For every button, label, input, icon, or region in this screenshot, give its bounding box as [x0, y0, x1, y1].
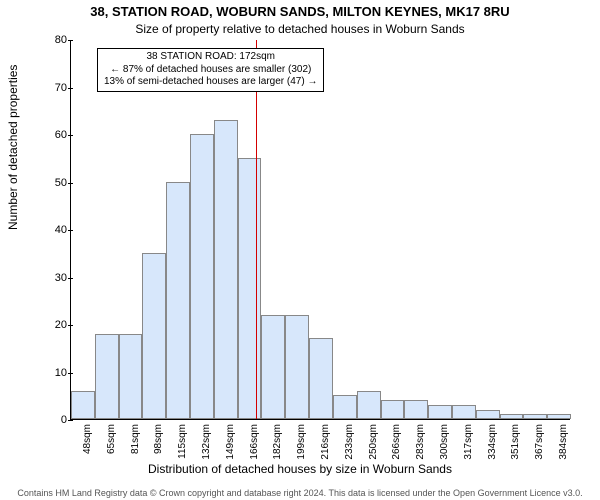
plot-area: [70, 40, 570, 420]
histogram-bar: [476, 410, 500, 420]
histogram-bar: [95, 334, 119, 420]
histogram-bar: [523, 414, 547, 419]
histogram-bar: [547, 414, 571, 419]
histogram-bar: [428, 405, 452, 419]
y-tick: 20: [37, 319, 67, 331]
histogram-bar: [142, 253, 166, 419]
histogram-bar: [285, 315, 309, 420]
histogram-bar: [214, 120, 238, 419]
x-axis-label: Distribution of detached houses by size …: [0, 462, 600, 476]
chart-root: 38, STATION ROAD, WOBURN SANDS, MILTON K…: [0, 0, 600, 500]
y-tick: 10: [37, 367, 67, 379]
histogram-bar: [357, 391, 381, 420]
vertical-marker: [256, 40, 257, 419]
chart-title-sub: Size of property relative to detached ho…: [0, 22, 600, 36]
y-tick: 80: [37, 34, 67, 46]
y-axis-label: Number of detached properties: [6, 65, 20, 230]
histogram-bar: [238, 158, 262, 419]
histogram-bar: [261, 315, 285, 420]
annotation-line: ← 87% of detached houses are smaller (30…: [104, 64, 317, 77]
annotation-line: 13% of semi-detached houses are larger (…: [104, 76, 317, 89]
footer-attribution: Contains HM Land Registry data © Crown c…: [0, 488, 600, 498]
annotation-box: 38 STATION ROAD: 172sqm← 87% of detached…: [97, 48, 324, 92]
y-tick: 50: [37, 177, 67, 189]
annotation-line: 38 STATION ROAD: 172sqm: [104, 51, 317, 64]
histogram-bar: [71, 391, 95, 420]
chart-title-main: 38, STATION ROAD, WOBURN SANDS, MILTON K…: [0, 4, 600, 19]
histogram-bar: [333, 395, 357, 419]
histogram-bar: [119, 334, 143, 420]
histogram-bar: [190, 134, 214, 419]
histogram-bar: [500, 414, 524, 419]
histogram-bar: [404, 400, 428, 419]
y-tick: 40: [37, 224, 67, 236]
y-tick: 70: [37, 82, 67, 94]
y-tick: 0: [37, 414, 67, 426]
histogram-bar: [166, 182, 190, 420]
y-tick: 30: [37, 272, 67, 284]
y-tick: 60: [37, 129, 67, 141]
histogram-bar: [452, 405, 476, 419]
histogram-bar: [381, 400, 405, 419]
histogram-bar: [309, 338, 333, 419]
